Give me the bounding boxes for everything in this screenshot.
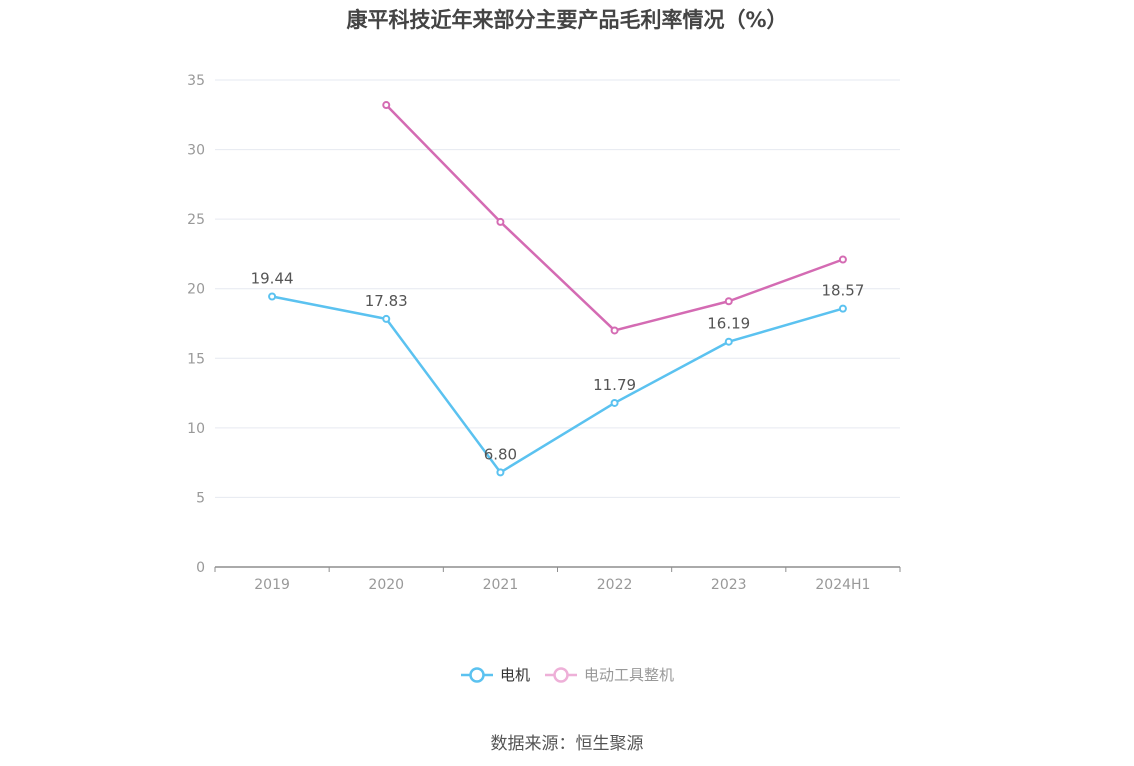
data-label: 11.79 bbox=[593, 376, 636, 394]
data-point bbox=[838, 255, 847, 264]
series-line bbox=[385, 104, 844, 332]
y-tick-label: 5 bbox=[196, 490, 205, 506]
data-point bbox=[268, 292, 277, 301]
data-label: 19.44 bbox=[251, 270, 294, 288]
data-point bbox=[496, 468, 505, 477]
chart-legend: 电机 电动工具整机 bbox=[0, 664, 1134, 685]
data-point bbox=[724, 337, 733, 346]
x-tick-label: 2023 bbox=[711, 577, 747, 593]
chart-title: 康平科技近年来部分主要产品毛利率情况（%） bbox=[346, 8, 788, 32]
y-tick-label: 20 bbox=[187, 282, 205, 298]
legend-line-marker-icon bbox=[545, 666, 577, 683]
data-label: 18.57 bbox=[821, 282, 864, 300]
y-tick-label: 35 bbox=[187, 73, 205, 89]
x-tick-label: 2019 bbox=[254, 577, 290, 593]
data-point bbox=[382, 314, 391, 323]
y-tick-label: 15 bbox=[187, 351, 205, 367]
data-label: 16.19 bbox=[707, 315, 750, 333]
y-tick-label: 10 bbox=[187, 421, 205, 437]
legend-item[interactable]: 电动工具整机 bbox=[544, 664, 674, 685]
data-label: 6.80 bbox=[484, 445, 517, 463]
data-point bbox=[838, 304, 847, 313]
data-source: 数据来源：恒生聚源 bbox=[490, 734, 644, 754]
y-tick-label: 30 bbox=[187, 143, 205, 159]
x-tick-label: 2024H1 bbox=[815, 577, 870, 593]
data-point bbox=[610, 326, 619, 335]
data-label: 17.83 bbox=[365, 292, 408, 310]
series-line bbox=[271, 295, 844, 474]
y-tick-label: 0 bbox=[196, 560, 205, 576]
y-tick-label: 25 bbox=[187, 212, 205, 228]
data-point bbox=[496, 217, 505, 226]
x-tick-label: 2022 bbox=[597, 577, 633, 593]
data-point bbox=[382, 101, 391, 110]
legend-line-marker-icon bbox=[460, 666, 493, 683]
x-tick-label: 2021 bbox=[483, 577, 519, 593]
legend-item[interactable]: 电机 bbox=[460, 664, 530, 685]
legend-label: 电动工具整机 bbox=[584, 666, 675, 684]
data-point bbox=[724, 297, 733, 306]
x-tick-label: 2020 bbox=[368, 577, 404, 593]
legend-label: 电机 bbox=[499, 666, 530, 684]
data-point bbox=[610, 398, 619, 407]
